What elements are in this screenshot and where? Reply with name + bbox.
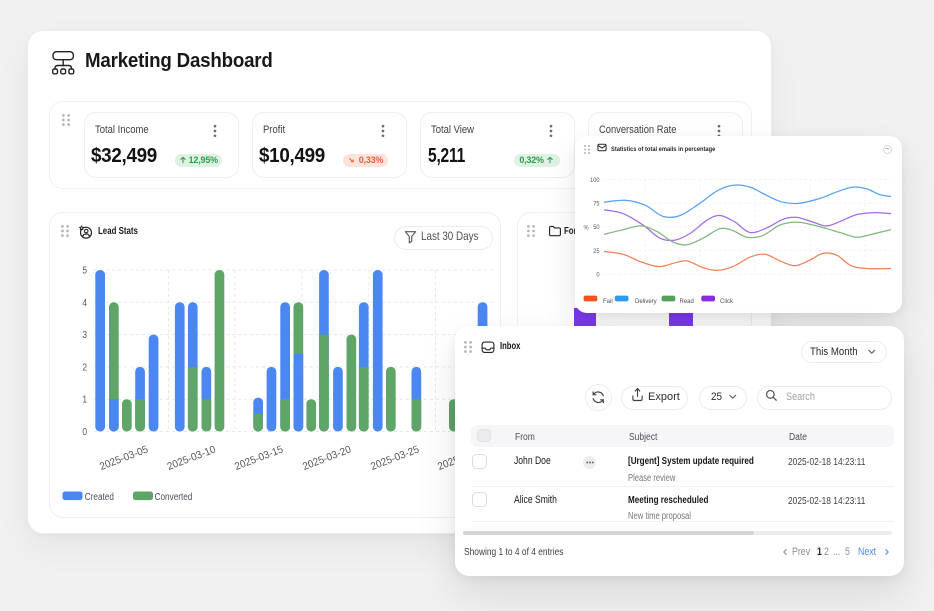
svg-text:4: 4 (82, 297, 87, 309)
svg-text:2025-03-10: 2025-03-10 (166, 444, 218, 473)
svg-text:2025-03-15: 2025-03-15 (233, 444, 285, 473)
svg-text:5: 5 (82, 265, 87, 277)
svg-text:2: 2 (82, 362, 87, 374)
svg-text:%: % (583, 225, 589, 231)
svg-text:Read: Read (680, 299, 694, 305)
svg-text:Click: Click (720, 299, 734, 305)
svg-text:Created: Created (85, 490, 114, 502)
svg-text:0: 0 (596, 272, 600, 278)
svg-text:2025-03-20: 2025-03-20 (301, 444, 353, 473)
svg-text:Fail: Fail (603, 299, 613, 305)
svg-text:2025-03-25: 2025-03-25 (369, 444, 421, 473)
svg-text:Converted: Converted (155, 490, 193, 502)
svg-text:2025-03-05: 2025-03-05 (98, 444, 150, 473)
svg-text:Delivery: Delivery (635, 299, 657, 305)
svg-text:25: 25 (593, 249, 600, 255)
svg-text:75: 75 (593, 201, 600, 207)
svg-text:0: 0 (82, 426, 87, 438)
svg-text:3: 3 (82, 329, 87, 341)
svg-text:1: 1 (82, 394, 87, 406)
svg-text:50: 50 (593, 225, 600, 231)
svg-text:100: 100 (590, 178, 600, 184)
